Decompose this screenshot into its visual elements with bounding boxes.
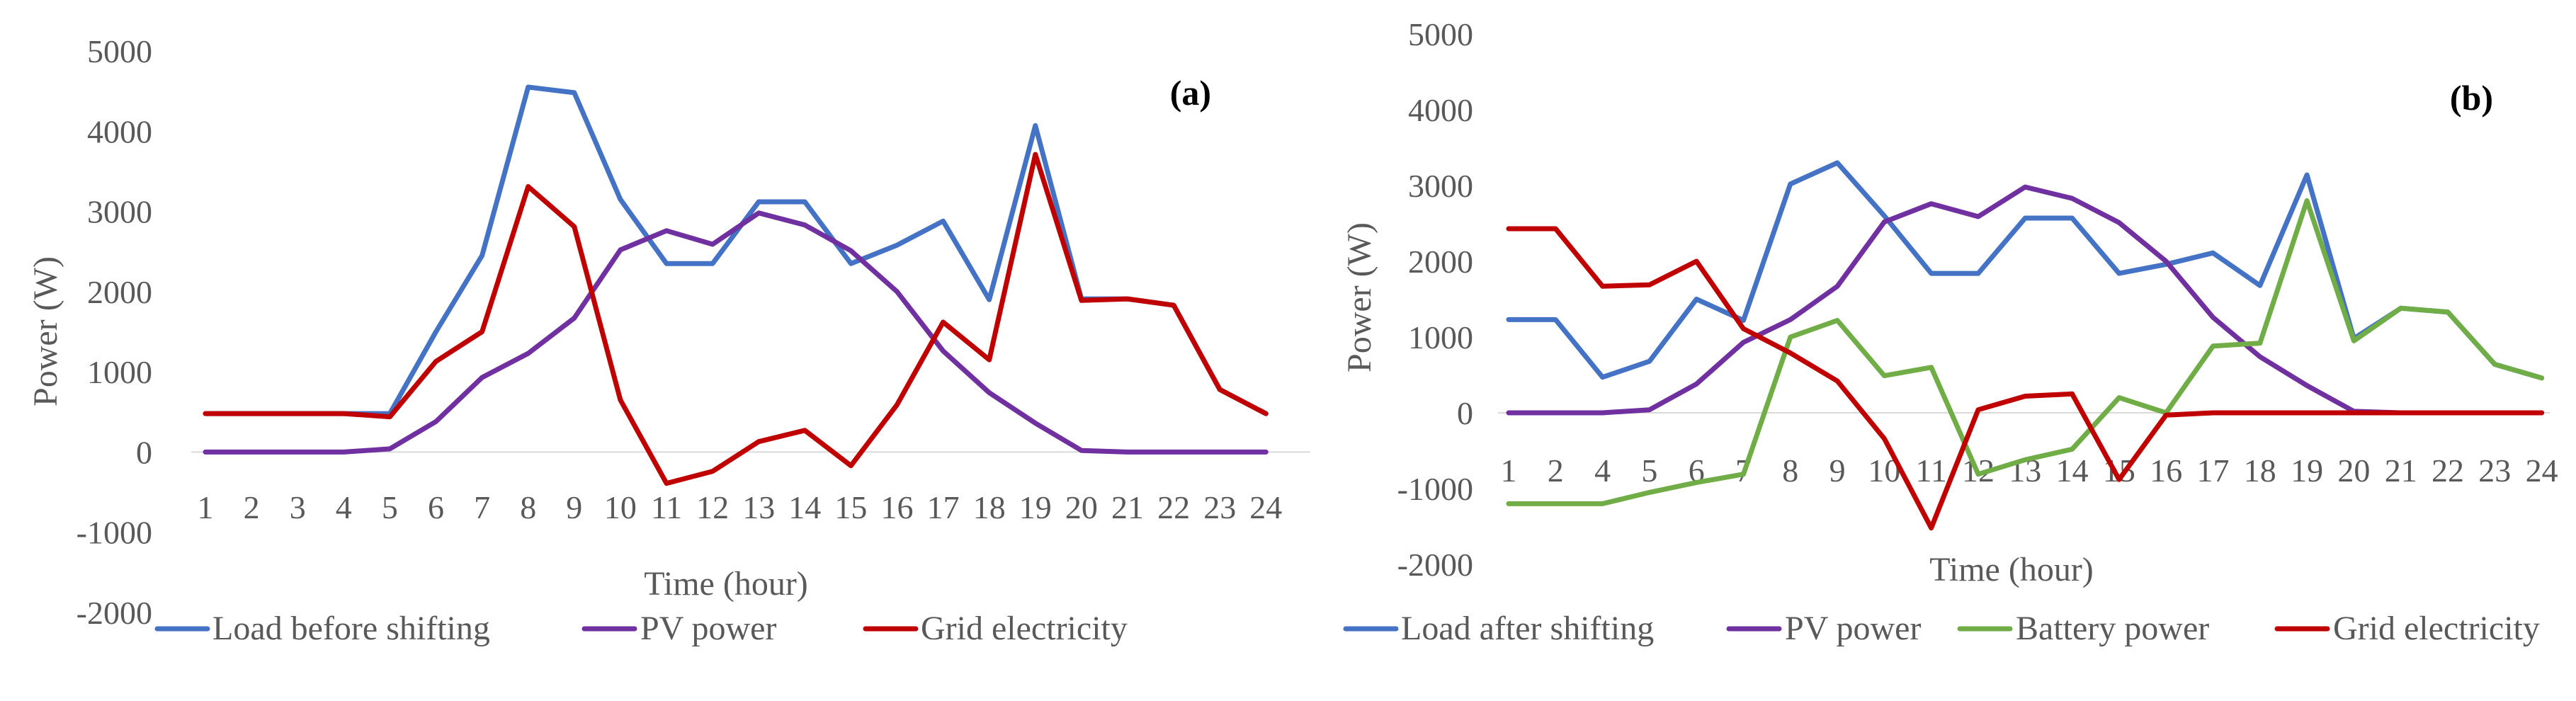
x-tick-label: 9 — [566, 489, 582, 525]
panel-label: (a) — [1170, 73, 1211, 113]
series-line-pv-power — [203, 210, 1269, 455]
x-tick-label: 12 — [696, 489, 729, 525]
y-tick-label: 3000 — [87, 194, 152, 230]
x-tick-label: 7 — [474, 489, 490, 525]
x-tick-label: 23 — [1203, 489, 1236, 525]
x-tick-label: 13 — [742, 489, 775, 525]
x-tick-label: 2 — [1548, 452, 1564, 489]
x-tick-label: 4 — [1594, 452, 1611, 489]
panel-label: (b) — [2450, 78, 2493, 118]
y-tick-label: 4000 — [87, 113, 152, 149]
y-tick-label: -2000 — [76, 595, 152, 631]
x-tick-label: 17 — [2197, 452, 2230, 489]
y-tick-label: -1000 — [76, 515, 152, 551]
y-tick-label: 2000 — [1408, 244, 1473, 280]
x-tick-label: 24 — [2526, 452, 2558, 489]
x-tick-label: 9 — [1829, 452, 1846, 489]
x-axis-label: Time (hour) — [644, 565, 808, 603]
x-axis-label: Time (hour) — [1929, 551, 2094, 588]
x-tick-label: 8 — [520, 489, 536, 525]
x-tick-label: 5 — [1641, 452, 1657, 489]
x-tick-label: 22 — [1157, 489, 1190, 525]
y-tick-label: 2000 — [87, 274, 152, 310]
legend-label: Load before shifting — [212, 610, 490, 647]
legend-label: PV power — [640, 610, 776, 647]
series-line-grid-electricity — [203, 152, 1269, 486]
y-tick-label: 3000 — [1408, 168, 1473, 204]
x-tick-label: 19 — [2291, 452, 2323, 489]
x-tick-label: 1 — [1501, 452, 1517, 489]
x-tick-label: 14 — [788, 489, 821, 525]
y-tick-label: 4000 — [1408, 92, 1473, 128]
y-tick-label: 0 — [136, 434, 152, 470]
y-tick-label: -1000 — [1397, 471, 1473, 507]
x-tick-label: 4 — [336, 489, 352, 525]
y-axis-label: Power (W) — [1341, 222, 1378, 372]
legend-label: Load after shifting — [1401, 610, 1654, 647]
legend-label: PV power — [1785, 610, 1921, 647]
y-axis-label: Power (W) — [27, 256, 64, 406]
legend-label: Grid electricity — [2333, 610, 2540, 647]
x-tick-label: 18 — [973, 489, 1006, 525]
y-tick-label: 1000 — [1408, 319, 1473, 355]
x-tick-label: 16 — [881, 489, 914, 525]
x-tick-label: 2 — [244, 489, 260, 525]
y-tick-label: 5000 — [87, 33, 152, 69]
x-tick-label: 11 — [1916, 452, 1947, 489]
y-tick-label: 1000 — [87, 354, 152, 390]
series-line-load-after-shifting — [1506, 160, 2545, 381]
x-tick-label: 3 — [290, 489, 306, 525]
x-tick-label: 19 — [1019, 489, 1052, 525]
x-tick-label: 17 — [927, 489, 960, 525]
x-tick-label: 11 — [651, 489, 682, 525]
x-tick-label: 15 — [834, 489, 867, 525]
x-tick-label: 22 — [2432, 452, 2464, 489]
x-tick-label: 10 — [604, 489, 637, 525]
legend-label: Grid electricity — [921, 610, 1128, 647]
x-tick-label: 18 — [2244, 452, 2276, 489]
series-line-grid-electricity — [1506, 226, 2545, 531]
x-tick-label: 1 — [198, 489, 214, 525]
x-tick-label: 23 — [2478, 452, 2511, 489]
y-tick-label: 5000 — [1408, 16, 1473, 52]
x-tick-label: 24 — [1249, 489, 1282, 525]
x-tick-label: 8 — [1782, 452, 1798, 489]
y-tick-label: -2000 — [1397, 547, 1473, 583]
x-tick-label: 21 — [2385, 452, 2417, 489]
x-tick-label: 16 — [2150, 452, 2182, 489]
y-tick-label: 0 — [1457, 395, 1473, 431]
x-tick-label: 21 — [1111, 489, 1144, 525]
series-line-load-before-shifting — [203, 84, 1269, 416]
series-line-battery-power — [1506, 198, 2545, 506]
x-tick-label: 6 — [428, 489, 444, 525]
x-tick-label: 14 — [2056, 452, 2089, 489]
x-tick-label: 20 — [1065, 489, 1098, 525]
legend-label: Battery power — [2016, 610, 2209, 647]
x-tick-label: 5 — [382, 489, 398, 525]
x-tick-label: 20 — [2337, 452, 2370, 489]
